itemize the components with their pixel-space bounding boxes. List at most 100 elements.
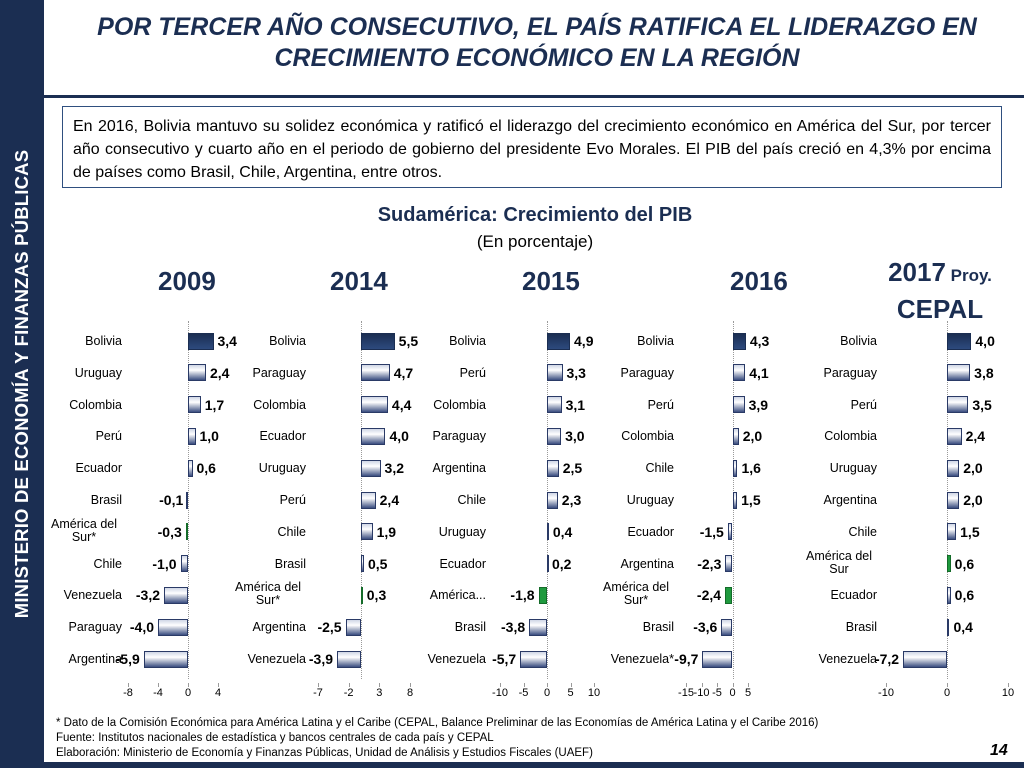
category-label: Brasil: [845, 620, 877, 635]
axis-tick-label: -5: [712, 687, 722, 699]
intro-text: En 2016, Bolivia mantuvo su solidez econ…: [73, 118, 991, 181]
data-label: 0,5: [368, 555, 388, 572]
axis-tick-mark: [717, 683, 718, 687]
axis-tick-mark: [410, 683, 411, 687]
category-label: Bolivia: [840, 334, 877, 348]
data-label: 1,5: [960, 523, 980, 540]
axis-tick-mark: [128, 683, 129, 687]
year-label: 2017: [888, 257, 946, 287]
category-label: Venezuela: [247, 652, 306, 666]
category-label: Brasil: [90, 493, 122, 507]
data-label: 4,0: [975, 333, 995, 349]
axis-tick-mark: [686, 683, 687, 687]
sidebar-banner: MINISTERIO DE ECONOMÍA Y FINANZAS PÚBLIC…: [0, 0, 44, 768]
category-label: Chile: [848, 524, 878, 539]
category-label: América del Sur*: [603, 580, 669, 608]
category-label: Uruguay: [626, 493, 674, 507]
bar: [188, 364, 206, 382]
bar: [188, 427, 196, 445]
category-label: Paraguay: [252, 365, 306, 380]
bar: [732, 332, 746, 350]
bar: [721, 618, 733, 636]
data-label: 0,3: [366, 587, 387, 604]
category-label: Chile: [457, 493, 487, 507]
data-label: 1,5: [741, 492, 761, 508]
data-label: 4,3: [749, 333, 770, 349]
category-label: Venezuela*: [610, 652, 674, 666]
bar: [529, 618, 547, 636]
category-label: Colombia: [253, 397, 306, 412]
zero-line: [188, 321, 189, 679]
axis-tick-label: 10: [1001, 687, 1015, 699]
data-label: 2,5: [562, 460, 583, 477]
year-title-line2: CEPAL: [896, 294, 984, 324]
category-label: Paraguay: [620, 365, 674, 380]
bar: [164, 586, 188, 604]
chart-subtitle: (En porcentaje): [476, 232, 594, 251]
data-label: -0,1: [159, 492, 184, 508]
axis-tick-mark: [158, 683, 159, 687]
data-label: 0,6: [954, 587, 975, 604]
category-label: Perú: [459, 365, 486, 380]
data-label: 1,9: [376, 523, 397, 540]
category-label: Perú: [95, 429, 122, 444]
data-label: 0,4: [953, 619, 973, 636]
category-label: Chile: [93, 556, 123, 571]
bar: [732, 491, 738, 509]
category-label: América del Sur*: [235, 580, 301, 608]
category-label: Bolivia: [637, 334, 674, 348]
axis-tick-mark: [523, 683, 525, 687]
bar: [360, 555, 364, 573]
footnote-source: Fuente: Institutos nacionales de estadís…: [56, 732, 494, 744]
bar: [185, 523, 188, 541]
bar: [547, 332, 571, 350]
bar: [547, 427, 562, 445]
axis-tick-mark: [218, 683, 219, 687]
data-label: -1,0: [152, 555, 177, 572]
axis-tick-mark: [188, 683, 189, 687]
axis-tick-label: 5: [744, 687, 752, 699]
bar: [547, 459, 559, 477]
axis-tick-label: 10: [587, 687, 601, 699]
axis-tick-label: 0: [729, 687, 736, 699]
bar: [947, 459, 960, 477]
data-label: 2,4: [965, 428, 986, 445]
category-label: Argentina: [823, 493, 877, 507]
data-label: 3,4: [217, 333, 237, 349]
category-label: Bolivia: [269, 334, 306, 348]
data-label: -2,5: [317, 619, 342, 636]
category-label: Perú: [850, 397, 877, 412]
category-label: Colombia: [69, 397, 122, 412]
bar: [947, 427, 962, 445]
data-label: -7,2: [874, 651, 900, 667]
data-label: 0,6: [954, 555, 975, 572]
bar: [947, 618, 950, 636]
category-label: Venezuela: [63, 588, 122, 603]
data-label: -5,9: [115, 651, 140, 667]
category-label: Bolivia: [449, 334, 486, 348]
page-title-line2: CRECIMIENTO ECONÓMICO EN LA REGIÓN: [274, 44, 800, 72]
category-label: Uruguay: [258, 461, 306, 476]
bar: [732, 364, 746, 382]
category-label: Uruguay: [74, 365, 122, 380]
axis-tick-mark: [886, 683, 887, 687]
year-suffix: Proy.: [945, 266, 992, 285]
category-label: Bolivia: [85, 334, 122, 348]
data-label: -9,7: [674, 651, 699, 667]
data-label: -0,3: [157, 523, 182, 540]
data-label: 2,0: [963, 492, 983, 508]
bar: [947, 555, 951, 573]
bar: [947, 332, 972, 350]
footnote-elaboration: Elaboración: Ministerio de Economía y Fi…: [56, 747, 593, 759]
axis-tick-label: -10: [878, 687, 894, 699]
data-label: 3,8: [974, 364, 994, 381]
data-label: -3,8: [501, 619, 526, 636]
data-label: 0,6: [196, 460, 216, 477]
bar: [360, 427, 386, 445]
bar: [360, 523, 373, 541]
year-title-line1: 2017 Proy.: [870, 256, 1010, 293]
bar: [547, 364, 563, 382]
category-label: Uruguay: [829, 461, 877, 476]
category-label: Uruguay: [438, 524, 486, 539]
category-label: Colombia: [621, 429, 674, 444]
